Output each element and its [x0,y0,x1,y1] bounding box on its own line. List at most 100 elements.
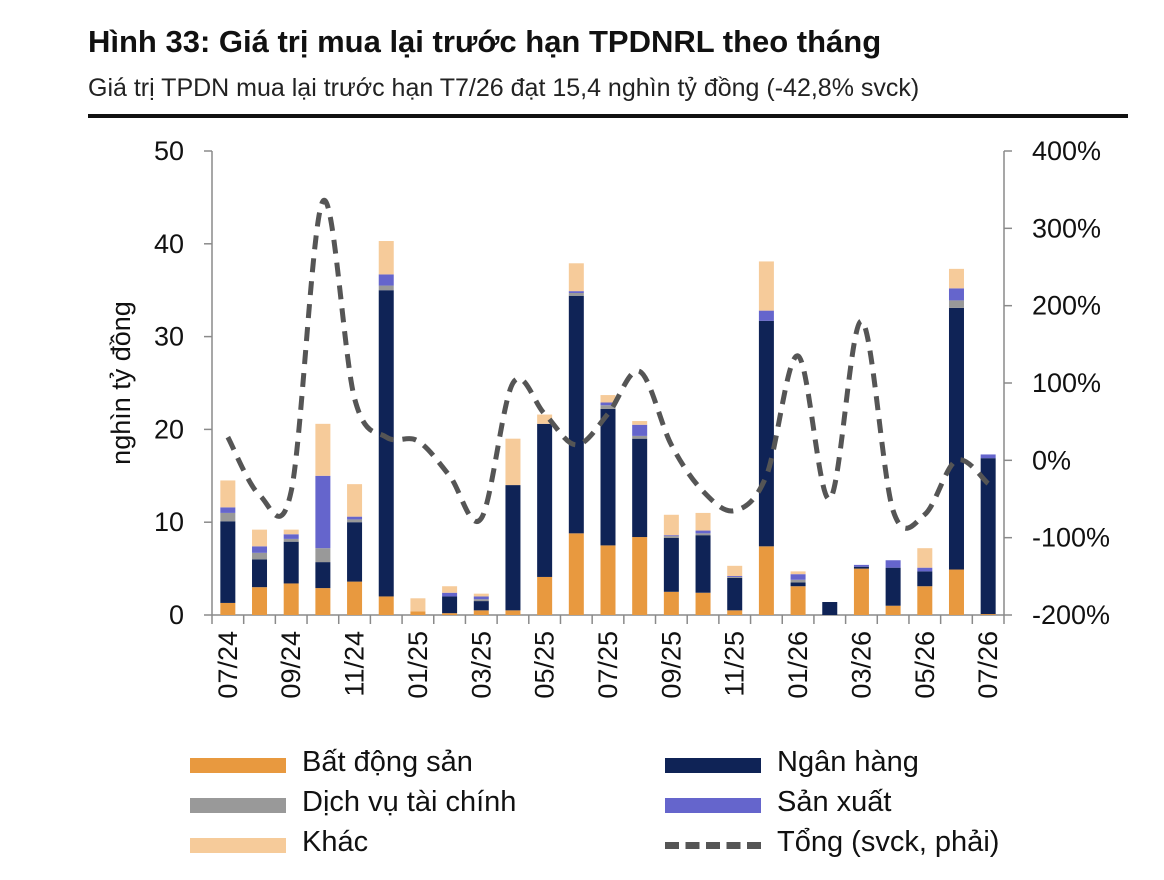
bar-ng-n-h-ng [790,582,806,587]
bar-kh-c [600,395,616,403]
line-total-yoy [225,198,990,531]
bar-s-n-xu-t [790,574,806,580]
bar-ng-n-h-ng [220,521,236,603]
bar-ng-n-h-ng [632,438,648,538]
bar-kh-c [948,268,964,289]
bar-b-t-ng-s-n [252,587,268,615]
y-tick-label: 50 [154,136,184,166]
bar-kh-c [283,529,299,535]
bar-kh-c [663,514,679,536]
bar-d-ch-v-t-i-ch-nh [568,292,584,296]
y2-tick-label: -100% [1032,523,1110,553]
bar-s-n-xu-t [948,288,964,301]
bar-kh-c [632,421,648,425]
bar-s-n-xu-t [853,564,869,567]
y2-tick-label: 300% [1032,213,1101,243]
bar-s-n-xu-t [600,402,616,406]
bar-b-t-ng-s-n [790,586,806,615]
bar-b-t-ng-s-n [347,581,363,615]
x-tick-label: 03/25 [466,631,496,699]
bar-ng-n-h-ng [727,577,743,611]
bar-s-n-xu-t [473,596,489,600]
bar-kh-c [695,512,711,531]
bar-b-t-ng-s-n [315,588,331,615]
bar-d-ch-v-t-i-ch-nh [378,285,394,291]
bar-b-t-ng-s-n [600,545,616,615]
bar-b-t-ng-s-n [537,576,553,615]
bar-d-ch-v-t-i-ch-nh [220,512,236,522]
bar-kh-c [220,480,236,508]
x-tick-label: 05/25 [530,631,560,699]
bar-s-n-xu-t [442,592,458,597]
bar-ng-n-h-ng [600,408,616,546]
bar-s-n-xu-t [917,567,933,572]
y-tick-label: 30 [154,322,184,352]
x-tick-label: 11/25 [720,631,750,697]
bar-ng-n-h-ng [473,601,489,611]
y2-tick-label: 400% [1032,136,1101,166]
bar-b-t-ng-s-n [505,610,521,615]
bar-s-n-xu-t [885,560,901,568]
bar-d-ch-v-t-i-ch-nh [600,405,616,409]
bar-d-ch-v-t-i-ch-nh [790,579,806,583]
bar-b-t-ng-s-n [283,583,299,615]
bar-d-ch-v-t-i-ch-nh [727,576,743,578]
bar-kh-c [442,586,458,593]
x-tick-label: 09/25 [656,631,686,699]
bar-ng-n-h-ng [980,458,996,615]
bar-d-ch-v-t-i-ch-nh [948,300,964,308]
bar-kh-c [568,263,584,292]
bar-s-n-xu-t [663,535,679,537]
bar-ng-n-h-ng [695,535,711,593]
bar-ng-n-h-ng [758,320,774,547]
bar-ng-n-h-ng [347,522,363,582]
bar-d-ch-v-t-i-ch-nh [252,552,268,560]
bar-kh-c [410,598,426,612]
y2-tick-label: 100% [1032,368,1101,398]
bar-kh-c [505,438,521,486]
y2-tick-label: -200% [1032,600,1110,630]
bar-b-t-ng-s-n [568,533,584,615]
bar-s-n-xu-t [378,274,394,286]
y-tick-label: 40 [154,229,184,259]
bar-kh-c [252,529,268,547]
bar-kh-c [378,241,394,275]
bar-ng-n-h-ng [663,537,679,592]
bar-kh-c [917,548,933,568]
title-divider [88,114,1128,118]
bar-kh-c [758,261,774,311]
bar-kh-c [315,423,331,476]
bar-s-n-xu-t [220,507,236,513]
bar-s-n-xu-t [632,424,648,436]
y2-tick-label: 200% [1032,291,1101,321]
x-tick-label: 09/24 [276,631,306,699]
bar-d-ch-v-t-i-ch-nh [473,599,489,602]
bar-b-t-ng-s-n [853,568,869,615]
bar-s-n-xu-t [758,310,774,321]
bar-ng-n-h-ng [315,562,331,589]
bar-b-t-ng-s-n [758,546,774,615]
bar-b-t-ng-s-n [980,614,996,615]
y2-tick-label: 0% [1032,445,1071,475]
bar-ng-n-h-ng [252,559,268,588]
x-tick-label: 07/25 [593,631,623,699]
x-tick-label: 11/24 [340,631,370,697]
bar-ng-n-h-ng [917,571,933,587]
x-tick-label: 05/26 [910,631,940,699]
bar-d-ch-v-t-i-ch-nh [315,548,331,563]
bar-b-t-ng-s-n [220,602,236,615]
x-tick-label: 01/25 [403,631,433,699]
bar-ng-n-h-ng [885,567,901,606]
bar-kh-c [347,484,363,517]
bar-kh-c [537,414,553,424]
bar-s-n-xu-t [980,454,996,459]
bar-d-ch-v-t-i-ch-nh [695,533,711,536]
bar-s-n-xu-t [347,516,363,520]
x-tick-label: 03/26 [846,631,876,699]
bar-ng-n-h-ng [537,423,553,577]
bar-ng-n-h-ng [283,541,299,584]
bar-kh-c [473,593,489,597]
bar-kh-c [790,571,806,575]
bar-ng-n-h-ng [568,295,584,534]
